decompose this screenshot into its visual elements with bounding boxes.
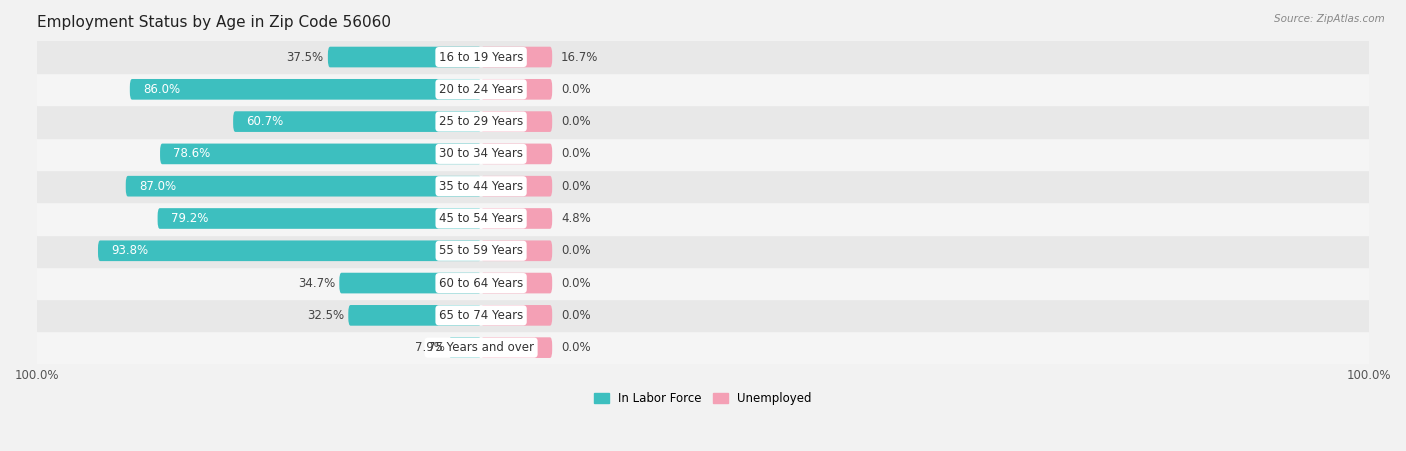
Bar	[37, 41, 1369, 73]
Text: 0.0%: 0.0%	[561, 309, 591, 322]
Text: 0.0%: 0.0%	[561, 115, 591, 128]
FancyBboxPatch shape	[449, 337, 481, 358]
Text: 34.7%: 34.7%	[298, 276, 335, 290]
Text: 7.9%: 7.9%	[415, 341, 444, 354]
Text: 86.0%: 86.0%	[143, 83, 180, 96]
Bar	[37, 73, 1369, 106]
Text: 87.0%: 87.0%	[139, 179, 176, 193]
Text: 60.7%: 60.7%	[246, 115, 284, 128]
Text: 0.0%: 0.0%	[561, 147, 591, 161]
Text: 75 Years and over: 75 Years and over	[427, 341, 534, 354]
Text: 65 to 74 Years: 65 to 74 Years	[439, 309, 523, 322]
FancyBboxPatch shape	[98, 240, 481, 261]
Text: 35 to 44 Years: 35 to 44 Years	[439, 179, 523, 193]
FancyBboxPatch shape	[157, 208, 481, 229]
Text: 0.0%: 0.0%	[561, 244, 591, 257]
FancyBboxPatch shape	[481, 273, 553, 294]
FancyBboxPatch shape	[481, 47, 553, 67]
FancyBboxPatch shape	[481, 208, 553, 229]
Text: 78.6%: 78.6%	[173, 147, 211, 161]
Text: Source: ZipAtlas.com: Source: ZipAtlas.com	[1274, 14, 1385, 23]
Text: 0.0%: 0.0%	[561, 276, 591, 290]
Text: 25 to 29 Years: 25 to 29 Years	[439, 115, 523, 128]
FancyBboxPatch shape	[129, 79, 481, 100]
FancyBboxPatch shape	[233, 111, 481, 132]
FancyBboxPatch shape	[125, 176, 481, 197]
Bar	[37, 106, 1369, 138]
Text: 55 to 59 Years: 55 to 59 Years	[439, 244, 523, 257]
FancyBboxPatch shape	[481, 143, 553, 164]
Text: 0.0%: 0.0%	[561, 83, 591, 96]
FancyBboxPatch shape	[160, 143, 481, 164]
Text: 60 to 64 Years: 60 to 64 Years	[439, 276, 523, 290]
Bar	[37, 235, 1369, 267]
FancyBboxPatch shape	[481, 111, 553, 132]
FancyBboxPatch shape	[481, 79, 553, 100]
FancyBboxPatch shape	[481, 176, 553, 197]
Text: 37.5%: 37.5%	[287, 51, 323, 64]
Text: 45 to 54 Years: 45 to 54 Years	[439, 212, 523, 225]
Text: 4.8%: 4.8%	[561, 212, 591, 225]
Bar	[37, 267, 1369, 299]
FancyBboxPatch shape	[349, 305, 481, 326]
Text: Employment Status by Age in Zip Code 56060: Employment Status by Age in Zip Code 560…	[37, 15, 391, 30]
Bar	[37, 202, 1369, 235]
Bar	[37, 170, 1369, 202]
Text: 16.7%: 16.7%	[561, 51, 599, 64]
Text: 32.5%: 32.5%	[307, 309, 344, 322]
Bar	[37, 299, 1369, 331]
Text: 30 to 34 Years: 30 to 34 Years	[439, 147, 523, 161]
Text: 79.2%: 79.2%	[172, 212, 208, 225]
Text: 20 to 24 Years: 20 to 24 Years	[439, 83, 523, 96]
FancyBboxPatch shape	[328, 47, 481, 67]
Legend: In Labor Force, Unemployed: In Labor Force, Unemployed	[589, 387, 817, 410]
Text: 0.0%: 0.0%	[561, 341, 591, 354]
FancyBboxPatch shape	[339, 273, 481, 294]
FancyBboxPatch shape	[481, 305, 553, 326]
Bar	[37, 138, 1369, 170]
Bar	[37, 331, 1369, 364]
FancyBboxPatch shape	[481, 240, 553, 261]
Text: 16 to 19 Years: 16 to 19 Years	[439, 51, 523, 64]
FancyBboxPatch shape	[481, 337, 553, 358]
Text: 0.0%: 0.0%	[561, 179, 591, 193]
Text: 93.8%: 93.8%	[111, 244, 149, 257]
